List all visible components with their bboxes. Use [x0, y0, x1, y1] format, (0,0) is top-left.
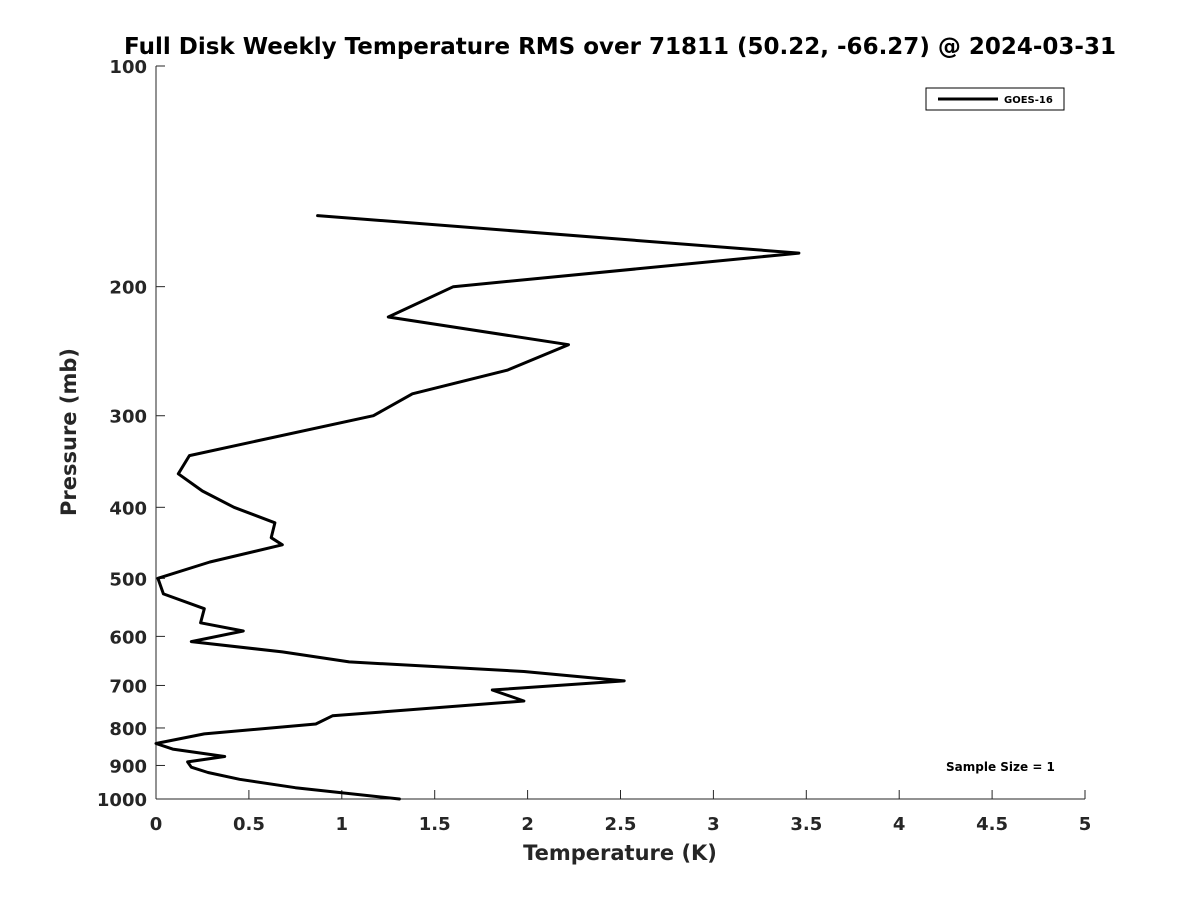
y-tick-label: 200	[109, 278, 147, 299]
x-tick-label: 0	[150, 814, 163, 835]
y-axis-ticks: 100 200 300 400 500 600 700 800 900 1000	[97, 57, 165, 811]
x-tick-label: 4.5	[976, 814, 1008, 835]
x-tick-label: 0.5	[233, 814, 265, 835]
x-tick-label: 2.5	[605, 814, 637, 835]
y-tick-label: 600	[109, 627, 147, 648]
series-group	[154, 214, 801, 801]
x-tick-label: 3	[707, 814, 720, 835]
chart-title: Full Disk Weekly Temperature RMS over 71…	[124, 34, 1116, 60]
y-tick-label: 700	[109, 676, 147, 697]
y-tick-label: 300	[109, 407, 147, 428]
plot-area: 0 0.5 1 1.5 2 2.5 3 3.5 4 4.5 5 100 200 300 400 500 600…	[97, 57, 1091, 835]
x-tick-label: 5	[1079, 814, 1092, 835]
y-tick-label: 100	[109, 57, 147, 78]
x-tick-label: 3.5	[790, 814, 822, 835]
x-tick-label: 1	[336, 814, 349, 835]
x-axis-ticks: 0 0.5 1 1.5 2 2.5 3 3.5 4 4.5 5	[150, 790, 1092, 835]
y-tick-label: 400	[109, 498, 147, 519]
y-tick-label: 1000	[97, 790, 147, 811]
series-line-goes-16	[154, 214, 801, 801]
y-axis-label: Pressure (mb)	[57, 348, 81, 516]
y-tick-label: 900	[109, 756, 147, 777]
y-tick-label: 500	[109, 569, 147, 590]
x-tick-label: 1.5	[419, 814, 451, 835]
x-tick-label: 4	[893, 814, 906, 835]
sample-size-annotation: Sample Size = 1	[946, 760, 1055, 774]
legend-entry-goes-16: GOES-16	[1004, 95, 1053, 106]
x-axis-label: Temperature (K)	[523, 841, 717, 865]
x-tick-label: 2	[521, 814, 534, 835]
y-tick-label: 800	[109, 719, 147, 740]
legend: GOES-16	[925, 87, 1065, 111]
